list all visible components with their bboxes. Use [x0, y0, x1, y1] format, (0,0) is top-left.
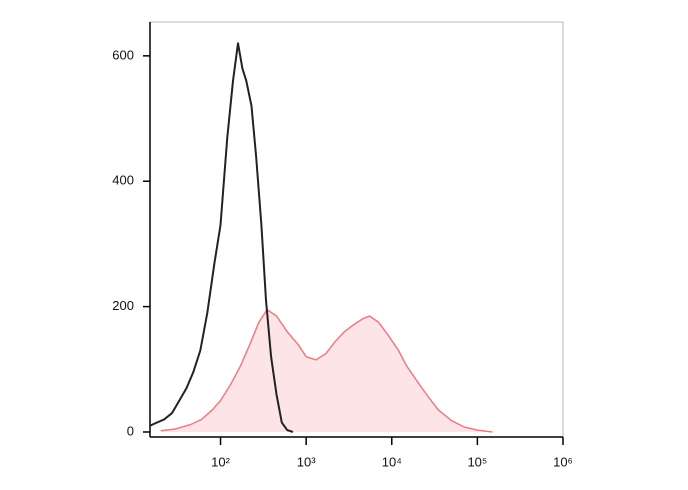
y-tick-label: 600	[112, 47, 134, 62]
y-tick-label: 200	[112, 298, 134, 313]
y-tick-label: 0	[127, 423, 134, 438]
x-tick-label: 10⁴	[382, 454, 402, 469]
x-tick-label: 10⁶	[553, 454, 573, 469]
x-tick-label: 10³	[297, 454, 316, 469]
x-tick-label: 10⁵	[467, 454, 487, 469]
x-tick-label: 10²	[211, 454, 230, 469]
histogram-line	[149, 42, 294, 433]
histogram-area	[160, 309, 493, 432]
histogram-outline	[160, 308, 493, 433]
y-tick-label: 400	[112, 173, 134, 188]
